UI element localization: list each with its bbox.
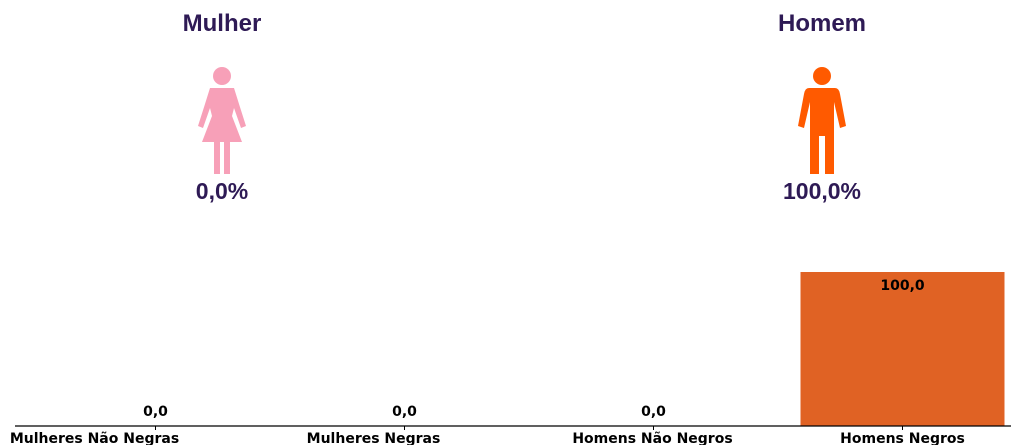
female-percentage: 0,0% — [195, 178, 249, 204]
male-person-icon — [794, 66, 850, 183]
female-person-icon — [194, 66, 250, 183]
x-tick-label-0: Mulheres Não Negras — [10, 431, 179, 445]
male-percentage: 100,0% — [782, 178, 861, 204]
x-tick-label-1: Mulheres Negras — [307, 431, 441, 445]
bar-value-label-0: 0,0 — [143, 404, 168, 420]
x-tick-label-3: Homens Negros — [840, 431, 965, 445]
bar-chart: 0,0 Mulheres Não Negras 0,0 Mulheres Negras… — [10, 272, 1011, 445]
bar-value-label-2: 0,0 — [641, 404, 666, 420]
bar-value-label-3: 100,0 — [880, 278, 925, 294]
x-tick-label-2: Homens Não Negros — [572, 431, 732, 445]
bar-3 — [800, 272, 1005, 426]
bar-value-label-1: 0,0 — [392, 404, 417, 420]
male-title: Homem — [777, 10, 867, 37]
female-title: Mulher — [182, 10, 262, 37]
